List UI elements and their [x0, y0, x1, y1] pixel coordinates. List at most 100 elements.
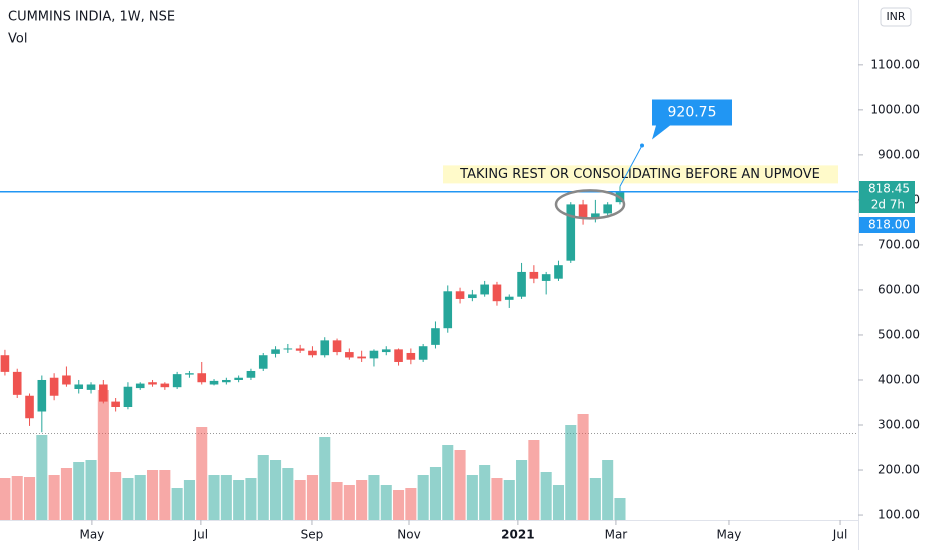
candle-body: [234, 377, 243, 380]
candle-body: [37, 379, 47, 412]
volume-bar: [577, 414, 589, 520]
last-price-bg: [859, 181, 915, 213]
y-tick-label: 400.00: [878, 372, 920, 386]
target-point: [640, 143, 644, 148]
candle-body: [197, 373, 207, 383]
currency-label[interactable]: INR: [886, 10, 905, 23]
volume-bar: [331, 482, 343, 520]
candle-body: [86, 384, 96, 390]
candle-body: [111, 401, 120, 407]
consolidation-ellipse: [554, 189, 626, 220]
candle-body: [468, 294, 477, 299]
level-price-bg: [859, 217, 915, 233]
candle-body: [74, 384, 84, 389]
countdown-label: 2d 7h: [871, 198, 905, 212]
candle-body: [332, 340, 342, 353]
candle-body: [185, 373, 194, 375]
volume-bar: [565, 425, 577, 520]
volume-bar: [405, 488, 417, 520]
candle-body: [295, 348, 305, 351]
candle-body: [49, 377, 59, 396]
x-tick-label: Sep: [301, 528, 324, 542]
candle-body: [320, 340, 330, 356]
candle-body: [62, 375, 71, 385]
candle-body: [0, 355, 10, 372]
candle-body: [12, 371, 22, 395]
volume-bar: [196, 427, 208, 520]
volume-bar: [73, 462, 85, 520]
candle-body: [99, 384, 108, 402]
volume-bar: [134, 475, 146, 520]
volume-bar: [97, 390, 109, 520]
volume-bar: [23, 477, 36, 520]
x-tick-label: Mar: [605, 528, 628, 542]
volume-bar: [589, 478, 601, 520]
volume-bar: [528, 440, 540, 520]
volume-bar: [602, 460, 614, 520]
volume-bar: [380, 485, 392, 520]
volume-bar: [429, 467, 441, 520]
candle-body: [369, 350, 379, 359]
volume-bar: [122, 478, 134, 520]
x-tick-label: May: [79, 528, 104, 542]
candle-body: [603, 204, 612, 214]
volume-bar: [503, 480, 515, 520]
candle-body: [480, 284, 489, 295]
volume-bar: [220, 475, 232, 520]
last-price-label: 818.45: [868, 182, 910, 196]
volume-bar: [343, 485, 355, 520]
candle-body: [492, 284, 502, 302]
volume-bar: [282, 468, 294, 520]
candle-body: [160, 383, 170, 388]
y-tick-label: 300.00: [878, 418, 920, 432]
candle-body: [394, 349, 403, 362]
candle-body: [209, 380, 219, 385]
x-tick-label: Jul: [193, 528, 208, 542]
x-tick-label: Nov: [397, 528, 420, 542]
volume-bar: [614, 498, 626, 520]
candle-body: [418, 346, 428, 360]
volume-bar: [319, 437, 331, 520]
volume-bar: [454, 450, 466, 520]
volume-bar: [417, 475, 429, 520]
y-tick-label: 900.00: [878, 147, 920, 161]
candle-body: [517, 271, 526, 297]
candle-body: [443, 291, 453, 329]
candle-body: [135, 383, 145, 389]
y-tick-label: 200.00: [878, 463, 920, 477]
y-tick-label: 100.00: [878, 508, 920, 522]
volume-bar: [491, 478, 503, 520]
candle-body: [25, 395, 34, 419]
candle-body: [578, 204, 588, 218]
volume-bar: [245, 478, 257, 520]
volume-bar: [368, 475, 380, 520]
candle-body: [271, 349, 280, 354]
candle-body: [148, 382, 157, 385]
volume-bar: [48, 475, 60, 520]
chart-title: CUMMINS INDIA, 1W, NSE: [8, 10, 175, 25]
callout-box: [652, 99, 732, 140]
x-tick-label: 2021: [501, 528, 534, 542]
volume-bar: [479, 465, 491, 520]
candle-body: [406, 352, 416, 360]
volume-label: Vol: [8, 32, 27, 47]
y-tick-label: 600.00: [878, 282, 920, 296]
annotation: TAKING REST OR CONSOLIDATING BEFORE AN U…: [459, 167, 820, 182]
candle-body: [357, 356, 366, 359]
candle-body: [504, 296, 514, 300]
volume-bar: [0, 478, 11, 520]
candle-body: [455, 291, 465, 299]
currency-badge[interactable]: [880, 7, 912, 27]
volume-bar: [552, 485, 565, 520]
candle-body: [172, 374, 182, 388]
volume-bar: [171, 488, 183, 520]
volume-bar: [159, 470, 171, 520]
candle-body: [529, 271, 539, 279]
volume-bar: [356, 480, 368, 520]
y-tick-label: 500.00: [878, 327, 920, 341]
volume-bar: [257, 455, 269, 520]
candle-body: [381, 349, 391, 353]
candle-body: [554, 265, 563, 279]
